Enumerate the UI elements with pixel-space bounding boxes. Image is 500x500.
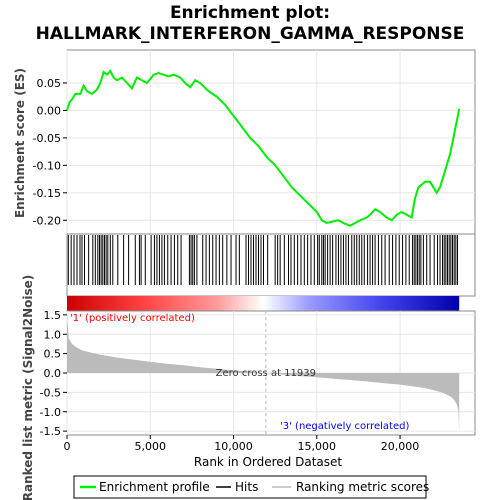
metric-y-axis-label: Ranked list metric (Signal2Noise): [21, 275, 35, 500]
chart-title-line2: HALLMARK_INTERFERON_GAMMA_RESPONSE: [36, 24, 465, 44]
x-tick-label: 15,000: [298, 440, 337, 453]
x-tick-label: 0: [64, 440, 71, 453]
x-axis: 0 5,000 10,000 15,000 20,000: [64, 435, 420, 453]
es-tick-label: -0.20: [33, 214, 61, 227]
es-tick-label: 0.05: [37, 77, 62, 90]
enrichment-profile-line: [66, 69, 461, 227]
es-tick-label: -0.15: [33, 187, 61, 200]
negative-correlation-label: '3' (negatively correlated): [280, 421, 409, 432]
legend: Enrichment profile Hits Ranking metric s…: [73, 475, 429, 499]
metric-tick-label: -0.5: [40, 386, 61, 399]
metric-tick-label: 1.5: [44, 309, 62, 322]
rank-bar: [67, 296, 460, 311]
x-tick-label: 10,000: [214, 440, 253, 453]
x-axis-label: Rank in Ordered Dataset: [194, 455, 342, 469]
es-y-axis-label: Enrichment score (ES): [13, 68, 27, 218]
x-tick-label: 5,000: [135, 440, 167, 453]
es-tick-label: 0.00: [37, 104, 62, 117]
legend-enrichment-label: Enrichment profile: [99, 480, 210, 494]
positive-correlation-label: '1' (positively correlated): [70, 313, 195, 324]
zero-cross-label: Zero cross at 11939: [216, 368, 316, 379]
es-panel: 0.05 0.00 -0.05 -0.10 -0.15 -0.20 Enrichment …: [13, 49, 476, 235]
legend-metric-label: Ranking metric scores: [296, 480, 429, 494]
metric-panel: 1.5 1.0 0.5 0.0 -0.5 -1.0 -1.5 '1' (positively…: [21, 275, 476, 500]
es-tick-label: -0.05: [33, 132, 61, 145]
metric-tick-label: -1.5: [40, 425, 61, 438]
es-tick-label: -0.10: [33, 159, 61, 172]
chart-title-line1: Enrichment plot:: [170, 3, 330, 23]
ranking-metric-area: [67, 314, 460, 432]
metric-tick-label: 0.0: [44, 367, 62, 380]
metric-tick-label: 1.0: [44, 328, 62, 341]
legend-hits-label: Hits: [235, 480, 258, 494]
rank-color-bar: [67, 296, 460, 311]
metric-tick-label: -1.0: [40, 406, 61, 419]
legend-frame: [73, 475, 427, 499]
metric-tick-label: 0.5: [44, 348, 62, 361]
hits-panel: [66, 233, 476, 297]
x-tick-label: 20,000: [381, 440, 420, 453]
